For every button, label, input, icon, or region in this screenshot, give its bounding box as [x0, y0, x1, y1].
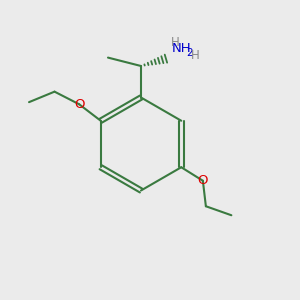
Text: H: H [170, 35, 179, 49]
Text: H: H [190, 49, 200, 62]
Text: O: O [74, 98, 84, 111]
Text: 2: 2 [186, 48, 193, 58]
Text: NH: NH [172, 42, 191, 55]
Text: O: O [198, 174, 208, 187]
